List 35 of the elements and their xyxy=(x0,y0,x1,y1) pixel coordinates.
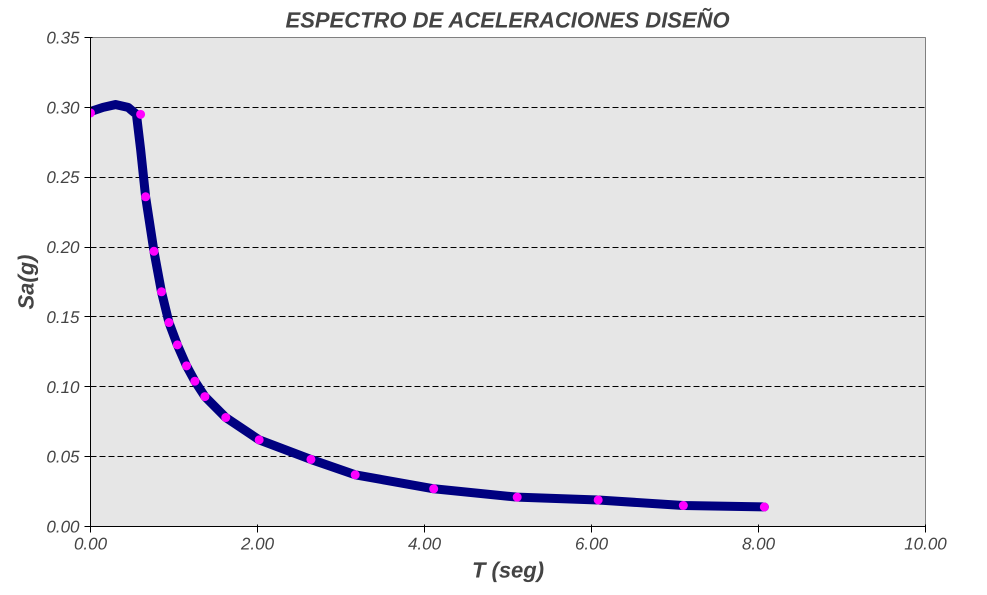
point xyxy=(164,318,174,328)
y-tick-label: 0.05 xyxy=(46,448,80,467)
x-axis-title: T (seg) xyxy=(472,558,544,582)
point xyxy=(512,492,522,502)
point xyxy=(172,340,182,350)
x-tick-label: 4.00 xyxy=(408,534,442,554)
y-tick-label: 0.35 xyxy=(46,28,80,48)
point xyxy=(190,376,200,386)
point xyxy=(760,502,769,512)
point xyxy=(221,413,230,422)
point xyxy=(254,435,264,444)
y-tick-label: 0.15 xyxy=(46,308,80,327)
point xyxy=(350,470,360,480)
point xyxy=(136,110,146,119)
y-tick-label: 0.30 xyxy=(46,98,80,118)
y-tick-label: 0.20 xyxy=(46,238,80,258)
point xyxy=(149,246,158,256)
point xyxy=(429,484,438,494)
point xyxy=(678,501,688,510)
point xyxy=(141,192,150,202)
x-tick-label: 8.00 xyxy=(742,534,776,554)
x-tick-label: 0.00 xyxy=(74,534,108,554)
point xyxy=(200,392,210,402)
x-tick-label: 2.00 xyxy=(240,534,275,554)
y-tick-label: 0.25 xyxy=(46,168,80,188)
point xyxy=(306,454,316,464)
point xyxy=(182,361,192,370)
y-axis-title: Sa(g) xyxy=(13,254,38,310)
point xyxy=(594,495,603,504)
x-tick-label: 6.00 xyxy=(574,534,609,554)
y-tick-label: 0.00 xyxy=(46,518,80,536)
point xyxy=(156,287,166,296)
x-tick-label: 10.00 xyxy=(904,534,948,554)
chart-title: ESPECTRO DE ACELERACIONES DISEÑO xyxy=(286,8,730,32)
y-tick-label: 0.10 xyxy=(46,378,80,397)
